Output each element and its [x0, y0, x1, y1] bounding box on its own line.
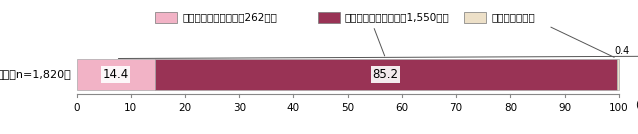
- Text: 60: 60: [396, 103, 408, 113]
- Text: 80: 80: [504, 103, 517, 113]
- Text: (%): (%): [635, 100, 638, 110]
- Text: 30: 30: [233, 103, 246, 113]
- Text: 20: 20: [179, 103, 191, 113]
- Text: 70: 70: [450, 103, 463, 113]
- Text: 0.4: 0.4: [614, 46, 629, 56]
- FancyBboxPatch shape: [318, 12, 339, 23]
- Text: 14.4: 14.4: [103, 68, 129, 81]
- Text: 40: 40: [287, 103, 300, 113]
- Text: 100: 100: [609, 103, 628, 113]
- Text: 85.2: 85.2: [373, 68, 399, 81]
- FancyBboxPatch shape: [464, 12, 486, 23]
- Bar: [154, 59, 617, 90]
- FancyBboxPatch shape: [155, 12, 177, 23]
- Bar: [617, 59, 619, 90]
- Text: 50: 50: [341, 103, 354, 113]
- Text: 無回答（８人）: 無回答（８人）: [491, 12, 535, 22]
- Bar: [77, 59, 154, 90]
- Text: 耳にしたことがある（262人）: 耳にしたことがある（262人）: [182, 12, 277, 22]
- Text: 総数（n=1,820）: 総数（n=1,820）: [0, 69, 71, 79]
- Text: 0: 0: [73, 103, 80, 113]
- Text: 耳にしたことがない（1,550人）: 耳にしたことがない（1,550人）: [345, 12, 450, 22]
- Text: 90: 90: [558, 103, 571, 113]
- Text: 10: 10: [124, 103, 137, 113]
